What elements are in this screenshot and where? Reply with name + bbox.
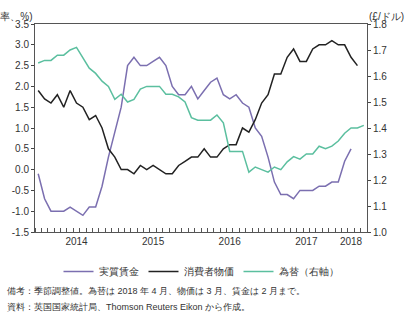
svg-text:1.4: 1.4 bbox=[373, 123, 387, 134]
svg-text:1.7: 1.7 bbox=[373, 45, 387, 56]
svg-text:1.3: 1.3 bbox=[373, 149, 387, 160]
svg-text:2018: 2018 bbox=[340, 236, 363, 247]
svg-text:0.5: 0.5 bbox=[15, 143, 29, 154]
svg-text:資料：英国国家統計局、Thomson Reuters Eik: 資料：英国国家統計局、Thomson Reuters Eikon から作成。 bbox=[7, 302, 250, 312]
svg-text:(年率、%): (年率、%) bbox=[0, 11, 33, 22]
svg-text:(£/ドル): (£/ドル) bbox=[369, 11, 404, 22]
svg-text:1.2: 1.2 bbox=[373, 175, 387, 186]
svg-text:備考：季節調整値。為替は 2018 年 4 月、物価は 3: 備考：季節調整値。為替は 2018 年 4 月、物価は 3 月、賃金は 2 月ま… bbox=[7, 286, 305, 296]
svg-text:1.1: 1.1 bbox=[373, 201, 387, 212]
svg-text:0.0: 0.0 bbox=[15, 164, 29, 175]
svg-text:1.5: 1.5 bbox=[15, 102, 29, 113]
svg-text:2016: 2016 bbox=[219, 236, 242, 247]
svg-text:為替（右軸）: 為替（右軸） bbox=[279, 266, 339, 277]
svg-text:2.0: 2.0 bbox=[15, 81, 29, 92]
svg-text:-1.5: -1.5 bbox=[12, 227, 30, 238]
svg-text:2.5: 2.5 bbox=[15, 60, 29, 71]
svg-text:1.5: 1.5 bbox=[373, 97, 387, 108]
svg-text:-0.5: -0.5 bbox=[12, 185, 30, 196]
svg-text:実質賃金: 実質賃金 bbox=[99, 266, 139, 277]
svg-text:1.6: 1.6 bbox=[373, 71, 387, 82]
svg-text:1.8: 1.8 bbox=[373, 19, 387, 30]
svg-text:2014: 2014 bbox=[65, 236, 88, 247]
svg-text:消費者物価: 消費者物価 bbox=[184, 266, 234, 277]
svg-text:3.5: 3.5 bbox=[15, 19, 29, 30]
svg-text:2015: 2015 bbox=[142, 236, 165, 247]
svg-text:1.0: 1.0 bbox=[15, 123, 29, 134]
svg-text:-1.0: -1.0 bbox=[12, 206, 30, 217]
svg-text:1.0: 1.0 bbox=[373, 227, 387, 238]
svg-text:3.0: 3.0 bbox=[15, 39, 29, 50]
svg-text:2017: 2017 bbox=[295, 236, 318, 247]
